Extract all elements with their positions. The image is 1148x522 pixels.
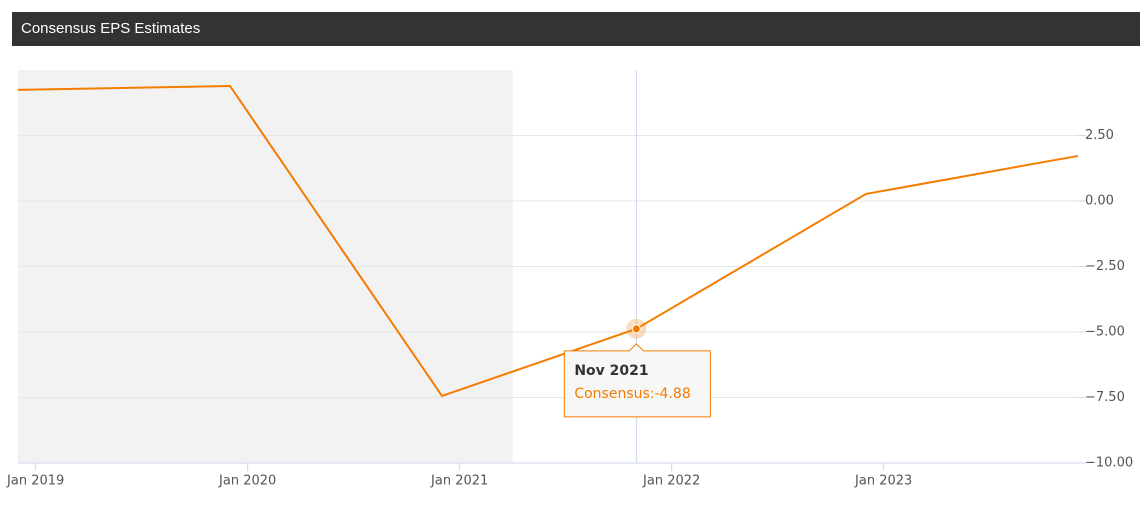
y-tick-label: −2.50	[1085, 259, 1125, 274]
y-tick-label: −10.00	[1085, 456, 1133, 471]
tooltip-box	[563, 343, 711, 418]
y-tick-label: −5.00	[1085, 325, 1125, 340]
line	[17, 84, 1079, 398]
hover-point	[631, 324, 641, 334]
x-tick-label: Jan 2022	[642, 474, 700, 489]
x-tick-label: Jan 2019	[6, 474, 64, 489]
y-tick-label: 0.00	[1085, 194, 1114, 209]
tooltip-label: Consensus:	[574, 386, 654, 402]
tooltip-value: Consensus:-4.88	[574, 386, 690, 402]
y-tick-label: −7.50	[1085, 390, 1125, 405]
x-tick-label: Jan 2021	[430, 474, 488, 489]
x-tick-label: Jan 2023	[854, 474, 912, 489]
x-tick-label: Jan 2020	[218, 474, 276, 489]
y-tick-label: 2.50	[1085, 128, 1114, 143]
panel-title: Consensus EPS Estimates	[12, 12, 1140, 46]
tooltip-number: -4.88	[655, 386, 691, 402]
tooltip: Nov 2021 Consensus:-4.88	[563, 343, 711, 418]
tooltip-title: Nov 2021	[574, 363, 648, 379]
